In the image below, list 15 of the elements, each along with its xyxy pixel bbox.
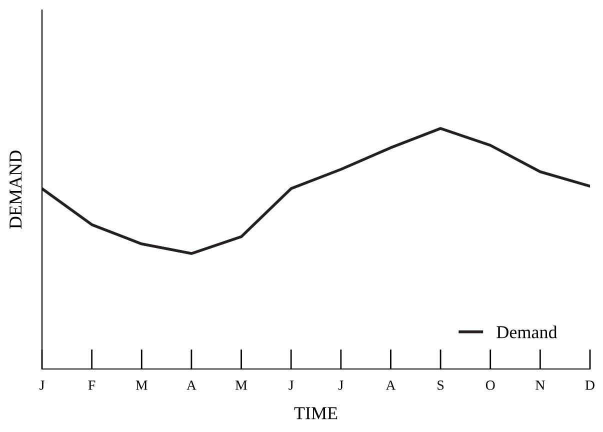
y-axis-title: DEMAND <box>10 150 22 229</box>
x-tick-label: A <box>186 380 196 390</box>
x-tick-label: J <box>288 380 294 390</box>
legend-label: Demand <box>496 326 558 338</box>
x-tick-label: M <box>136 380 148 390</box>
x-tick-label: A <box>386 380 396 390</box>
x-tick-label: F <box>88 380 96 390</box>
x-axis-title: TIME <box>294 407 338 420</box>
x-tick-label: D <box>585 380 594 390</box>
x-tick-label: J <box>338 380 344 390</box>
x-tick-label: M <box>235 380 248 390</box>
x-tick-label: N <box>536 380 545 390</box>
x-tick-label: J <box>40 380 44 390</box>
x-tick-label: O <box>486 380 495 390</box>
x-tick-label: S <box>438 380 444 390</box>
